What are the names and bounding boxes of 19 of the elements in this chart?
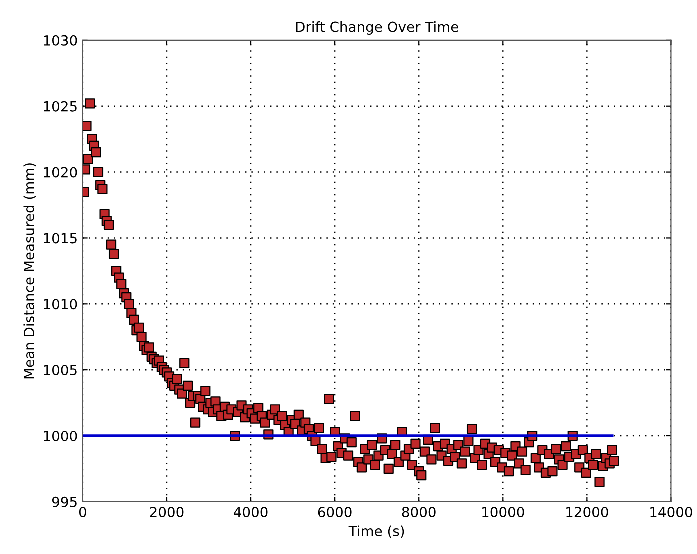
y-tick-label: 995 bbox=[52, 496, 77, 508]
y-tick-label: 1015 bbox=[44, 233, 77, 244]
x-tick-label: 6000 bbox=[318, 507, 352, 518]
y-tick-label: 1025 bbox=[44, 101, 77, 112]
x-tick-label: 10000 bbox=[482, 507, 524, 518]
x-tick-label: 14000 bbox=[650, 507, 692, 518]
x-tick-label: 0 bbox=[79, 507, 86, 518]
y-tick-label: 1005 bbox=[44, 365, 77, 376]
x-tick-label: 8000 bbox=[402, 507, 436, 518]
x-tick-label: 2000 bbox=[150, 507, 184, 518]
x-tick-label: 12000 bbox=[566, 507, 608, 518]
y-tick-label: 1030 bbox=[44, 35, 78, 46]
chart-title: Drift Change Over Time bbox=[296, 22, 458, 35]
y-tick-label: 1020 bbox=[44, 167, 78, 178]
y-tick-label: 1000 bbox=[44, 430, 78, 442]
x-tick-label: 4000 bbox=[234, 507, 268, 518]
y-tick-label: 1010 bbox=[44, 299, 78, 310]
x-axis-title: Time (s) bbox=[348, 526, 404, 538]
y-axis-title: Mean Distance Measured (mm) bbox=[24, 164, 36, 379]
